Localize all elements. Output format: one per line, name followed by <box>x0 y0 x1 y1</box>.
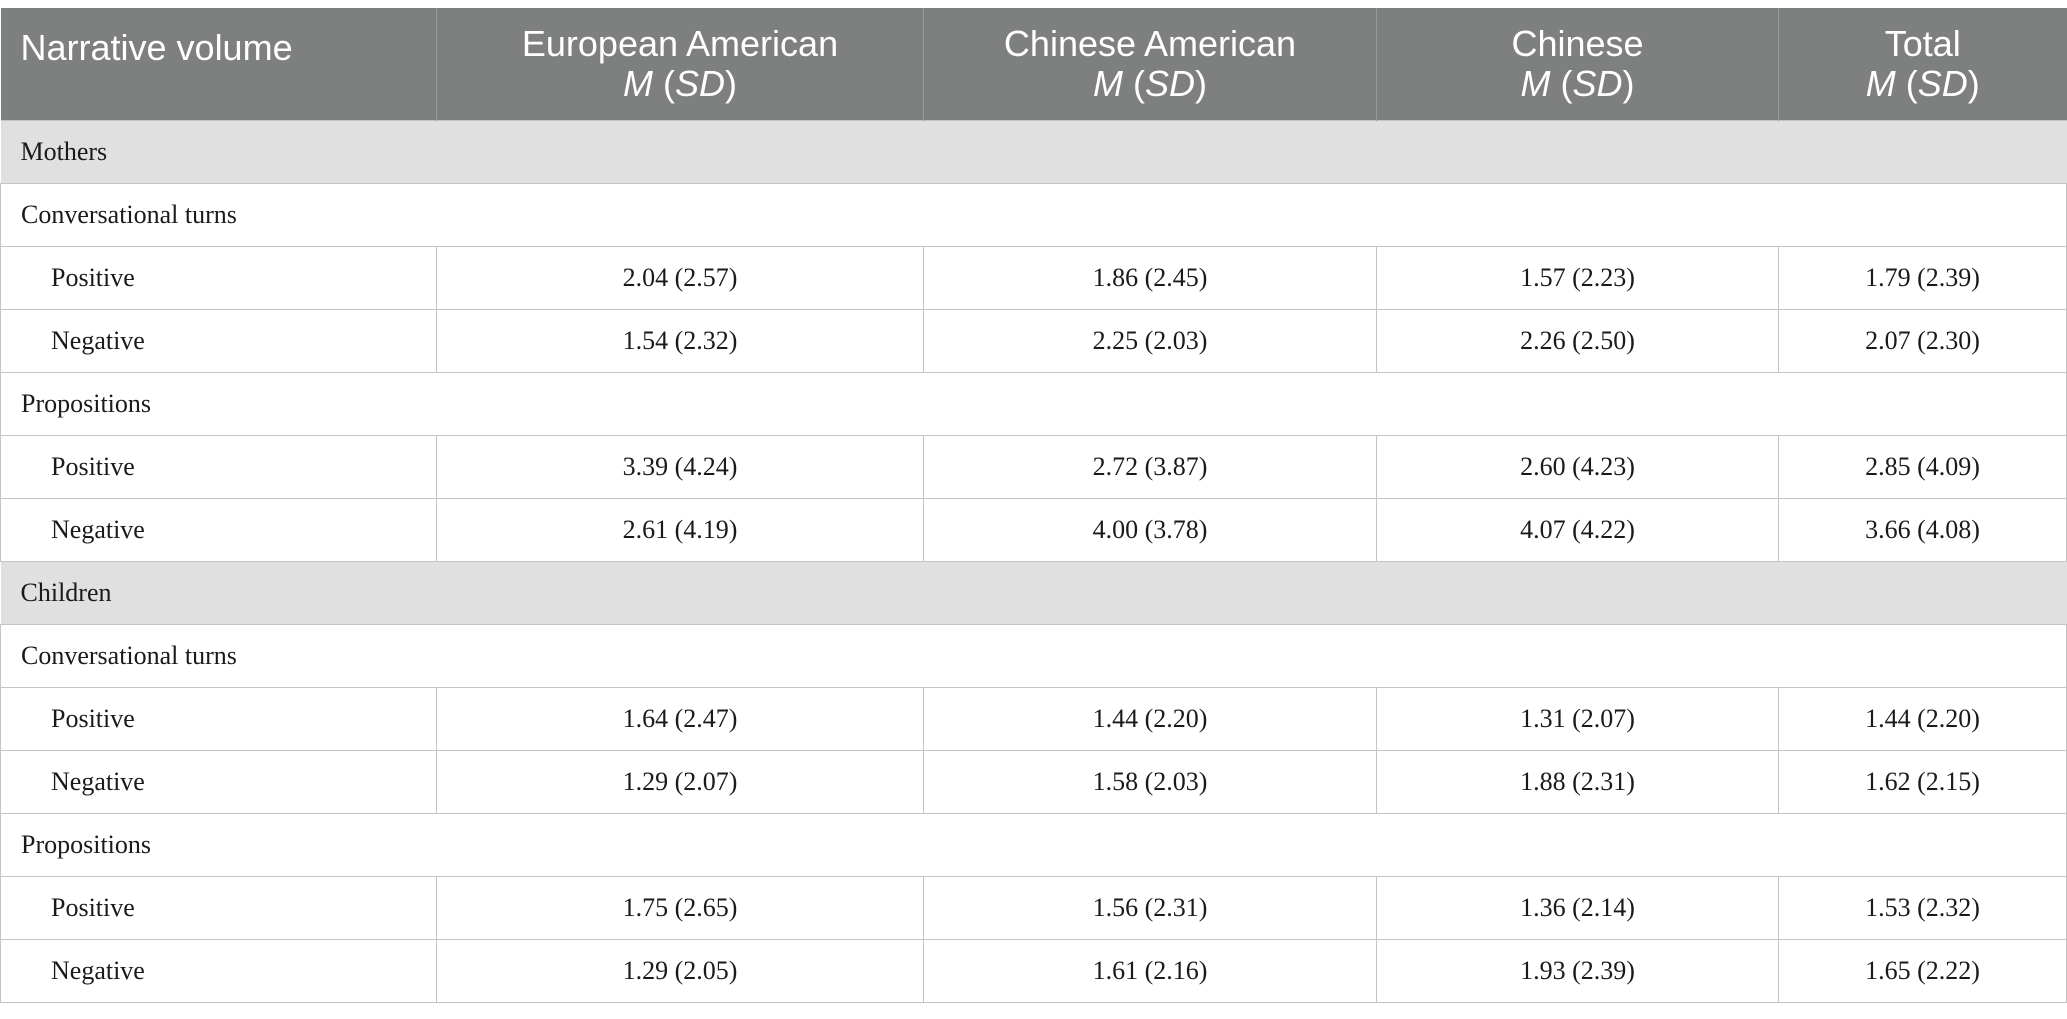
cell-value: 1.64 (2.47) <box>436 687 924 751</box>
cell-value: 1.44 (2.20) <box>923 687 1377 751</box>
header-group-name: Total <box>1884 23 1961 64</box>
section-title: Mothers <box>0 120 2067 184</box>
cell-value: 1.88 (2.31) <box>1376 750 1779 814</box>
cell-value: 1.86 (2.45) <box>923 246 1377 310</box>
cell-value: 2.72 (3.87) <box>923 435 1377 499</box>
stat-m: M <box>1520 63 1551 104</box>
section-row-mothers: Mothers <box>0 120 2067 184</box>
stat-sd: SD <box>1917 63 1968 104</box>
header-chinese-american: Chinese American M (SD) <box>923 8 1377 121</box>
cell-value: 1.54 (2.32) <box>436 309 924 373</box>
row-label: Positive <box>0 876 437 940</box>
group-title: Conversational turns <box>0 183 2067 247</box>
cell-value: 2.25 (2.03) <box>923 309 1377 373</box>
row-label: Negative <box>0 750 437 814</box>
table-row: Positive 1.75 (2.65) 1.56 (2.31) 1.36 (2… <box>0 876 2067 940</box>
header-stat-label: M (SD) <box>1865 63 1980 104</box>
cell-value: 4.07 (4.22) <box>1376 498 1779 562</box>
cell-value: 1.79 (2.39) <box>1778 246 2067 310</box>
header-narrative-volume: Narrative volume <box>0 8 437 121</box>
header-chinese: Chinese M (SD) <box>1376 8 1779 121</box>
cell-value: 1.93 (2.39) <box>1376 939 1779 1003</box>
cell-value: 1.29 (2.05) <box>436 939 924 1003</box>
header-european-american: European American M (SD) <box>436 8 924 121</box>
group-title: Propositions <box>0 372 2067 436</box>
cell-value: 1.29 (2.07) <box>436 750 924 814</box>
cell-value: 1.36 (2.14) <box>1376 876 1779 940</box>
section-row-children: Children <box>0 561 2067 625</box>
header-stat-label: M (SD) <box>622 63 737 104</box>
cell-value: 1.44 (2.20) <box>1778 687 2067 751</box>
group-title: Propositions <box>0 813 2067 877</box>
stat-sd: SD <box>1572 63 1623 104</box>
group-row: Propositions <box>0 372 2067 436</box>
header-group-name: Chinese American <box>1003 23 1297 64</box>
stat-m: M <box>1092 63 1123 104</box>
table-header: Narrative volume European American M (SD… <box>0 8 2067 121</box>
cell-value: 3.39 (4.24) <box>436 435 924 499</box>
cell-value: 1.56 (2.31) <box>923 876 1377 940</box>
cell-value: 1.62 (2.15) <box>1778 750 2067 814</box>
cell-value: 4.00 (3.78) <box>923 498 1377 562</box>
section-title: Children <box>0 561 2067 625</box>
cell-value: 1.75 (2.65) <box>436 876 924 940</box>
header-stat-label: M (SD) <box>1092 63 1207 104</box>
table-row: Negative 1.29 (2.07) 1.58 (2.03) 1.88 (2… <box>0 750 2067 814</box>
cell-value: 2.26 (2.50) <box>1376 309 1779 373</box>
cell-value: 1.31 (2.07) <box>1376 687 1779 751</box>
row-label: Positive <box>0 687 437 751</box>
group-row: Conversational turns <box>0 624 2067 688</box>
cell-value: 3.66 (4.08) <box>1778 498 2067 562</box>
header-row: Narrative volume European American M (SD… <box>0 8 2067 121</box>
header-group-name: Chinese <box>1511 23 1644 64</box>
stat-sd: SD <box>1144 63 1195 104</box>
table-body: Mothers Conversational turns Positive 2.… <box>0 120 2067 1003</box>
group-row: Conversational turns <box>0 183 2067 247</box>
data-table-container: Narrative volume European American M (SD… <box>0 8 2067 1003</box>
cell-value: 1.61 (2.16) <box>923 939 1377 1003</box>
row-label: Negative <box>0 939 437 1003</box>
row-label: Positive <box>0 246 437 310</box>
header-group-name: European American <box>521 23 839 64</box>
row-label: Positive <box>0 435 437 499</box>
cell-value: 2.04 (2.57) <box>436 246 924 310</box>
table-row: Negative 2.61 (4.19) 4.00 (3.78) 4.07 (4… <box>0 498 2067 562</box>
cell-value: 1.53 (2.32) <box>1778 876 2067 940</box>
stat-m: M <box>622 63 653 104</box>
row-label: Negative <box>0 498 437 562</box>
group-row: Propositions <box>0 813 2067 877</box>
group-title: Conversational turns <box>0 624 2067 688</box>
header-stat-label: M (SD) <box>1520 63 1635 104</box>
table-row: Positive 1.64 (2.47) 1.44 (2.20) 1.31 (2… <box>0 687 2067 751</box>
row-label: Negative <box>0 309 437 373</box>
cell-value: 1.58 (2.03) <box>923 750 1377 814</box>
narrative-volume-table: Narrative volume European American M (SD… <box>0 8 2067 1003</box>
cell-value: 2.85 (4.09) <box>1778 435 2067 499</box>
table-row: Positive 3.39 (4.24) 2.72 (3.87) 2.60 (4… <box>0 435 2067 499</box>
cell-value: 2.61 (4.19) <box>436 498 924 562</box>
cell-value: 2.60 (4.23) <box>1376 435 1779 499</box>
table-row: Negative 1.54 (2.32) 2.25 (2.03) 2.26 (2… <box>0 309 2067 373</box>
cell-value: 1.57 (2.23) <box>1376 246 1779 310</box>
cell-value: 1.65 (2.22) <box>1778 939 2067 1003</box>
stat-m: M <box>1865 63 1896 104</box>
header-total: Total M (SD) <box>1778 8 2067 121</box>
cell-value: 2.07 (2.30) <box>1778 309 2067 373</box>
table-row: Negative 1.29 (2.05) 1.61 (2.16) 1.93 (2… <box>0 939 2067 1003</box>
table-row: Positive 2.04 (2.57) 1.86 (2.45) 1.57 (2… <box>0 246 2067 310</box>
stat-sd: SD <box>674 63 725 104</box>
